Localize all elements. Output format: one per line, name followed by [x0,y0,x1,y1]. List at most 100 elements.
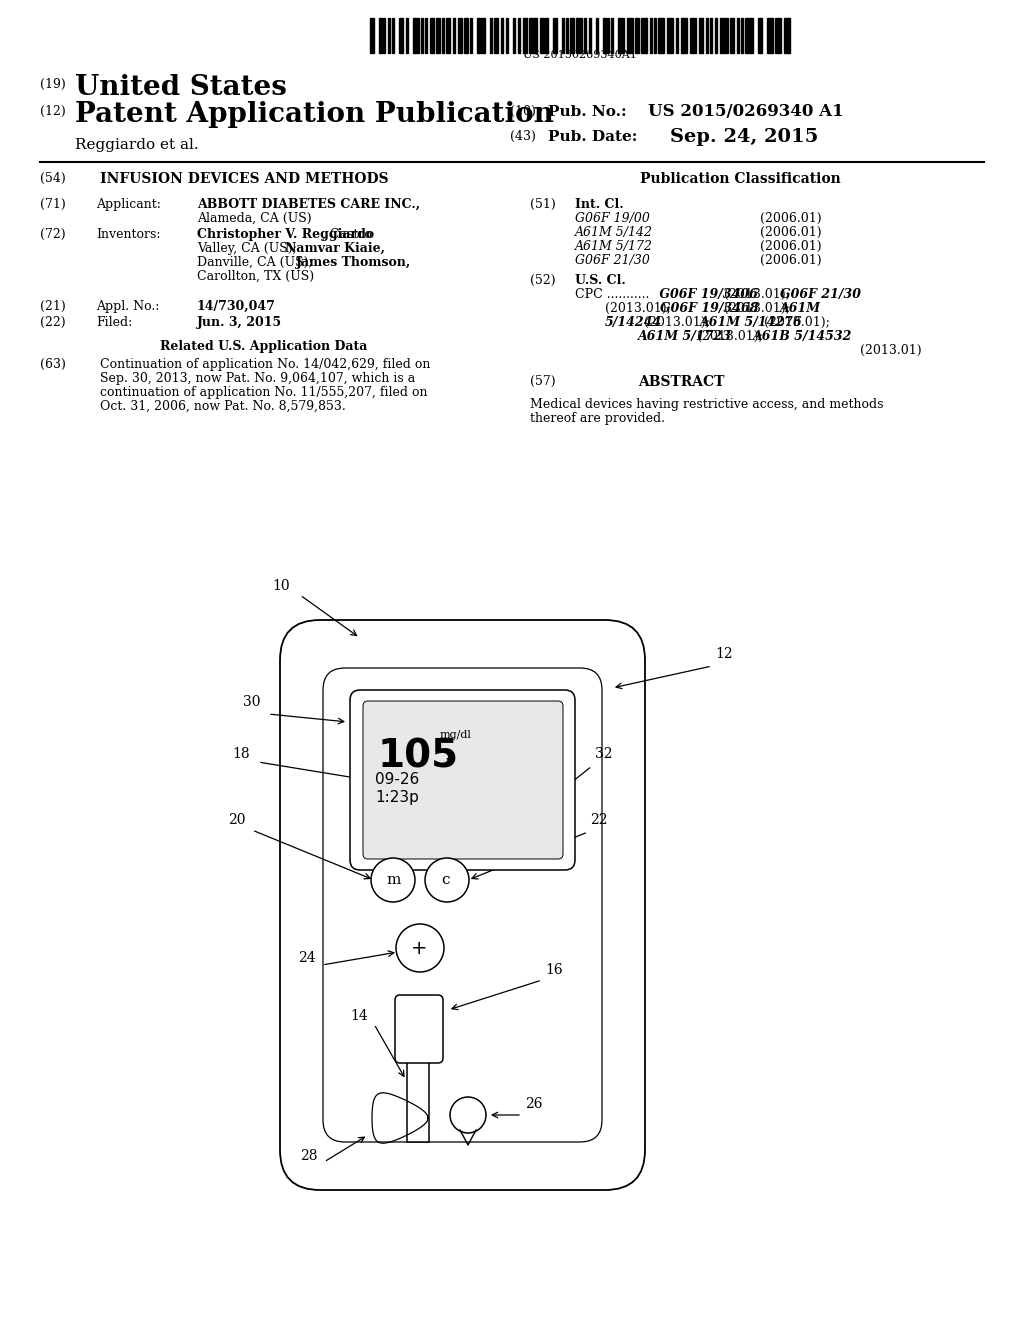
Text: G06F 21/30: G06F 21/30 [780,288,861,301]
Bar [392,18,394,53]
Bar [627,18,633,53]
Text: (43): (43) [510,129,536,143]
Text: 30: 30 [243,696,260,709]
Bar [641,18,647,53]
Text: Patent Application Publication: Patent Application Publication [75,102,554,128]
Text: 26: 26 [525,1097,543,1111]
FancyBboxPatch shape [362,701,563,859]
Bar [553,18,557,53]
Text: (2013.01);: (2013.01); [720,302,794,315]
Text: ABBOTT DIABETES CARE INC.,: ABBOTT DIABETES CARE INC., [197,198,420,211]
Bar [470,18,472,53]
Text: U.S. Cl.: U.S. Cl. [575,275,626,286]
Bar [446,18,450,53]
Bar [388,18,390,53]
Text: Christopher V. Reggiardo: Christopher V. Reggiardo [197,228,374,242]
Text: Sep. 24, 2015: Sep. 24, 2015 [670,128,818,147]
Bar [529,18,537,53]
Bar [710,18,712,53]
Bar [635,18,639,53]
Text: (57): (57) [530,375,556,388]
Text: 22: 22 [590,813,607,828]
Text: Int. Cl.: Int. Cl. [575,198,624,211]
Text: m: m [386,873,400,887]
Text: CPC ...........: CPC ........... [575,288,653,301]
Text: A61M: A61M [780,302,821,315]
Text: US 20150269340A1: US 20150269340A1 [523,50,637,59]
Text: Valley, CA (US);: Valley, CA (US); [197,242,301,255]
Text: Continuation of application No. 14/042,629, filed on: Continuation of application No. 14/042,6… [100,358,430,371]
Bar [676,18,678,53]
Bar [589,18,591,53]
Text: (2013.01);: (2013.01); [760,315,829,329]
Bar [699,18,703,53]
Bar [715,18,717,53]
Bar [513,18,515,53]
Bar [494,18,498,53]
Text: (2013.01);: (2013.01); [640,315,714,329]
FancyBboxPatch shape [280,620,645,1191]
Bar [425,18,427,53]
Text: 20: 20 [228,813,246,828]
Text: A61M 5/14276: A61M 5/14276 [700,315,803,329]
Bar [406,18,408,53]
Bar [784,18,790,53]
Bar [540,18,548,53]
Text: ABSTRACT: ABSTRACT [638,375,724,389]
Text: c: c [441,873,450,887]
Text: Appl. No.:: Appl. No.: [96,300,160,313]
Bar [690,18,696,53]
Text: Namvar Kiaie,: Namvar Kiaie, [286,242,385,255]
Bar [730,18,734,53]
Text: INFUSION DEVICES AND METHODS: INFUSION DEVICES AND METHODS [100,172,389,186]
Text: (2013.01): (2013.01) [860,345,922,356]
Text: 1:23p: 1:23p [375,789,419,805]
Bar [570,18,574,53]
Text: (72): (72) [40,228,66,242]
Text: 24: 24 [298,950,315,965]
Text: (12): (12) [40,106,66,117]
Text: Pub. No.:: Pub. No.: [548,106,627,119]
Bar [767,18,773,53]
Bar [490,18,492,53]
Bar [654,18,656,53]
Text: Applicant:: Applicant: [96,198,161,211]
Text: Publication Classification: Publication Classification [640,172,841,186]
Bar [741,18,743,53]
Text: +: + [411,939,427,957]
Bar [566,18,568,53]
Text: Jun. 3, 2015: Jun. 3, 2015 [197,315,283,329]
Bar [413,18,419,53]
Text: G06F 21/30: G06F 21/30 [575,253,650,267]
Bar [518,18,520,53]
Bar [464,18,468,53]
Text: thereof are provided.: thereof are provided. [530,412,665,425]
Circle shape [450,1097,486,1133]
Text: Medical devices having restrictive access, and methods: Medical devices having restrictive acces… [530,399,884,411]
Text: Danville, CA (US);: Danville, CA (US); [197,256,316,269]
Text: Reggiardo et al.: Reggiardo et al. [75,139,199,152]
Bar [379,18,385,53]
Circle shape [425,858,469,902]
Text: Sep. 30, 2013, now Pat. No. 9,064,107, which is a: Sep. 30, 2013, now Pat. No. 9,064,107, w… [100,372,416,385]
FancyBboxPatch shape [323,668,602,1142]
Text: (71): (71) [40,198,66,211]
Text: G06F 19/3406: G06F 19/3406 [655,288,758,301]
Text: Related U.S. Application Data: Related U.S. Application Data [160,341,368,352]
Text: 14: 14 [350,1008,368,1023]
Text: (2006.01): (2006.01) [760,253,821,267]
Bar [477,18,485,53]
Text: US 2015/0269340 A1: US 2015/0269340 A1 [648,103,844,120]
Text: (2013.01);: (2013.01); [693,330,767,343]
Text: 10: 10 [272,579,290,593]
Text: , Castro: , Castro [322,228,372,242]
Text: 09-26: 09-26 [375,772,419,787]
Circle shape [396,924,444,972]
Text: 16: 16 [545,964,562,977]
Text: Carollton, TX (US): Carollton, TX (US) [197,271,314,282]
Text: mg/dl: mg/dl [440,730,472,741]
Bar [458,18,462,53]
Bar [658,18,664,53]
Text: ↓: ↓ [443,748,457,766]
Text: James Thomson,: James Thomson, [296,256,411,269]
